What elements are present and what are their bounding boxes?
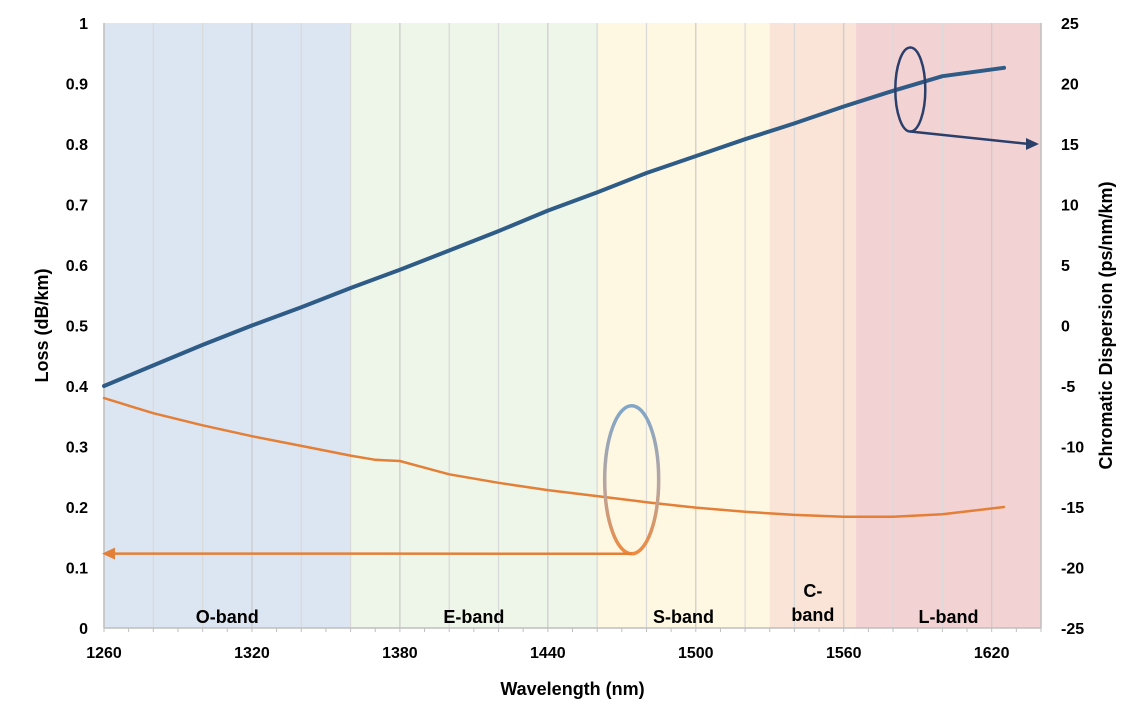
- gridlines: [103, 23, 1042, 628]
- series-line-1: [102, 396, 1006, 518]
- x-axis-title: Wavelength (nm): [500, 679, 644, 699]
- y-right-tick-label: 25: [1061, 16, 1079, 33]
- y-right-tick-label: -20: [1061, 561, 1084, 578]
- band-region-2: [597, 23, 770, 628]
- band-regions: [104, 23, 1041, 628]
- y-right-tick-label: -10: [1061, 440, 1084, 457]
- axes: [103, 23, 1042, 632]
- y-right-tick-label: -15: [1061, 500, 1084, 517]
- x-tick-label: 1560: [826, 645, 862, 662]
- y-left-tick-label: 0.6: [66, 258, 88, 275]
- y-left-tick-label: 0.2: [66, 500, 88, 517]
- y-left-tick-label: 0.1: [66, 561, 88, 578]
- band-label-0: O-band: [196, 607, 259, 627]
- x-tick-label: 1380: [382, 645, 418, 662]
- series-line-0: [102, 65, 1006, 388]
- tick-labels: 1260 1320 1380 1440 1500 1560 1620 0 0.1 0.2 0.3 0.…: [66, 16, 1084, 662]
- x-tick-label: 1260: [86, 645, 122, 662]
- y-left-tick-label: 0.4: [66, 379, 88, 396]
- band-label-3: C-band: [791, 581, 834, 625]
- band-label-2: S-band: [653, 607, 714, 627]
- y-left-tick-label: 0.7: [66, 198, 88, 215]
- x-tick-label: 1320: [234, 645, 270, 662]
- y-left-tick-label: 0.3: [66, 440, 88, 457]
- x-tick-label: 1620: [974, 645, 1010, 662]
- y-left-tick-label: 0.5: [66, 319, 88, 336]
- y-right-tick-label: 5: [1061, 258, 1070, 275]
- y-right-tick-label: 20: [1061, 77, 1079, 94]
- axis-titles: Wavelength (nm) Loss (dB/km) Chromatic D…: [32, 181, 1116, 699]
- dispersion-arrow-line: [910, 130, 1030, 146]
- y-left-tick-label: 1: [79, 16, 88, 33]
- y-left-tick-label: 0.8: [66, 137, 88, 154]
- band-region-1: [350, 23, 598, 628]
- band-region-0: [104, 23, 351, 628]
- band-label-4: L-band: [919, 607, 979, 627]
- y-axis-right-title: Chromatic Dispersion (ps/nm/km): [1096, 181, 1116, 469]
- dispersion-arrow-head: [1026, 138, 1039, 150]
- y-left-tick-label: 0: [79, 621, 88, 638]
- y-right-tick-label: -5: [1061, 379, 1075, 396]
- x-tick-label: 1440: [530, 645, 566, 662]
- band-region-3: [769, 23, 857, 628]
- series-lines: [102, 65, 1006, 518]
- y-right-tick-label: -25: [1061, 621, 1084, 638]
- y-axis-left-title: Loss (dB/km): [32, 268, 52, 382]
- band-label-1: E-band: [443, 607, 504, 627]
- band-region-4: [856, 23, 1041, 628]
- y-right-tick-label: 10: [1061, 198, 1079, 215]
- loss-arrow-head: [102, 547, 115, 560]
- y-right-tick-label: 0: [1061, 319, 1070, 336]
- y-right-tick-label: 15: [1061, 137, 1079, 154]
- x-tick-label: 1500: [678, 645, 714, 662]
- annotations: [102, 46, 1039, 560]
- y-left-tick-label: 0.9: [66, 77, 88, 94]
